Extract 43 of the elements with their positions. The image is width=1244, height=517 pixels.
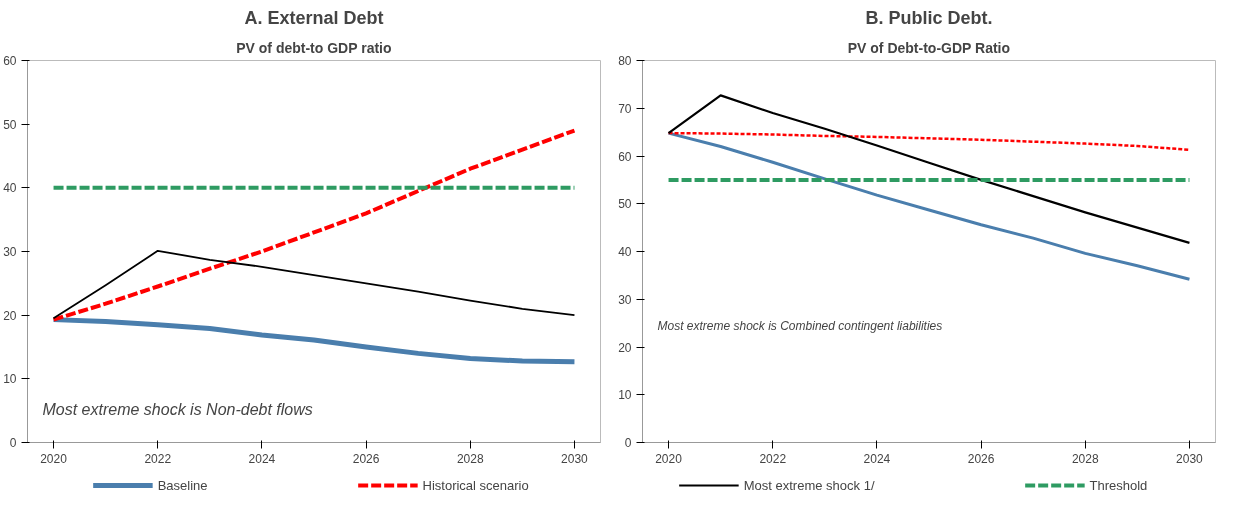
x-tick-label: 2028 <box>456 451 484 466</box>
x-tick-label: 2028 <box>1071 451 1099 466</box>
y-tick-label: 40 <box>618 245 632 259</box>
line-series <box>667 131 1191 281</box>
legend-label: Threshold <box>1089 477 1148 493</box>
x-tick-label: 2024 <box>863 451 891 466</box>
x-tick-label: 2024 <box>248 451 276 466</box>
y-tick-label: 50 <box>618 197 632 212</box>
y-tick-label: 70 <box>618 101 632 116</box>
y-tick-label: 0 <box>624 436 632 450</box>
x-tick-label: 2026 <box>352 451 380 466</box>
x-tick-label: 2022 <box>759 451 787 466</box>
x-tick-label: 2020 <box>655 451 683 466</box>
annotation: Most extreme shock is Non-debt flows <box>42 400 313 418</box>
y-tick-label: 60 <box>618 149 632 164</box>
x-tick-label: 2030 <box>1176 451 1204 466</box>
y-tick-label: 20 <box>618 340 632 355</box>
y-tick-label: 0 <box>9 436 17 450</box>
y-tick-label: 80 <box>618 54 632 68</box>
x-tick-label: 2020 <box>40 451 68 466</box>
legend-label: Most extreme shock 1/ <box>743 477 875 493</box>
chart-subtitle: PV of Debt-to-GDP Ratio <box>847 39 1011 56</box>
line-series <box>52 249 576 320</box>
y-tick-label: 20 <box>3 308 17 323</box>
y-tick-label: 30 <box>3 245 17 259</box>
chart-subtitle: PV of debt-to GDP ratio <box>236 39 392 56</box>
y-tick-label: 40 <box>3 181 17 196</box>
legend-label: Baseline <box>157 477 208 493</box>
y-tick-label: 50 <box>3 117 17 132</box>
legend-label: Historical scenario <box>422 477 529 493</box>
chart-title: B. Public Debt. <box>865 7 993 28</box>
y-tick-label: 60 <box>3 54 17 68</box>
y-tick-label: 30 <box>618 292 632 307</box>
annotation: Most extreme shock is Combined contingent liabilities <box>657 318 943 333</box>
x-tick-label: 2022 <box>144 451 172 466</box>
y-tick-label: 10 <box>3 372 17 387</box>
line-series <box>667 131 1191 152</box>
y-tick-label: 10 <box>618 388 632 403</box>
chart-title: A. External Debt <box>244 7 384 28</box>
line-series <box>51 128 577 322</box>
line-series <box>667 94 1191 244</box>
x-tick-label: 2026 <box>967 451 995 466</box>
x-tick-label: 2030 <box>561 451 589 466</box>
